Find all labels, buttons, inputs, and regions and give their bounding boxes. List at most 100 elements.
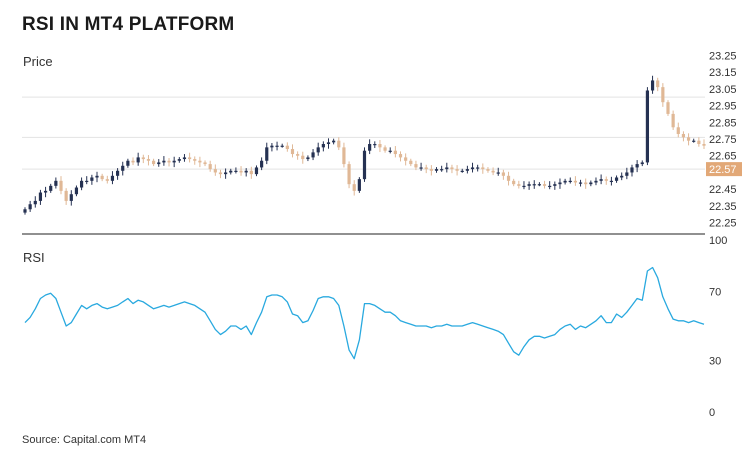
candle — [157, 159, 161, 167]
candle — [64, 188, 68, 205]
candle — [676, 122, 680, 138]
candle — [440, 165, 444, 172]
candle-body — [702, 144, 706, 146]
candle — [152, 158, 156, 167]
candle — [558, 178, 562, 189]
candle-body — [440, 169, 444, 171]
candle — [481, 163, 485, 174]
candle — [697, 137, 701, 147]
candle-body — [172, 160, 176, 163]
price-y-axis: 23.25 23.15 23.05 22.95 22.85 22.75 22.65 22.45… — [709, 50, 737, 229]
candle-body — [157, 162, 161, 165]
candle-body — [285, 145, 289, 150]
candle — [54, 177, 58, 189]
candle — [146, 155, 151, 166]
candle — [188, 152, 192, 163]
candle — [460, 168, 464, 173]
candle-body — [326, 142, 331, 145]
candle — [532, 180, 536, 189]
candle-body — [95, 175, 99, 178]
candle-body — [342, 147, 346, 165]
candle-body — [681, 133, 686, 138]
rsi-tick-label: 0 — [709, 407, 715, 419]
candle-body — [388, 150, 392, 152]
candle-body — [640, 162, 644, 165]
candle-body — [74, 187, 79, 195]
current-price-tag-box — [706, 162, 742, 177]
candle — [131, 157, 135, 166]
candle-body — [465, 169, 469, 171]
rsi-panel-label: RSI — [23, 250, 45, 265]
candle-body — [321, 144, 325, 148]
candle-body — [692, 140, 696, 142]
candle — [342, 142, 346, 168]
price-candles — [23, 75, 706, 215]
candle-body — [224, 172, 228, 175]
candle — [95, 171, 99, 183]
candle-body — [79, 180, 84, 188]
candle-body — [213, 169, 217, 173]
price-tick-label: 22.35 — [709, 201, 737, 213]
candle-body — [404, 157, 408, 161]
candle-body — [290, 149, 295, 155]
candle — [501, 169, 505, 180]
rsi-panel: RSI 100 70 30 0 — [23, 235, 727, 419]
candle — [260, 157, 264, 171]
candle — [563, 178, 567, 185]
source-note: Source: Capital.com MT4 — [22, 434, 147, 446]
candle — [368, 139, 372, 155]
candle — [450, 164, 454, 174]
candle-body — [501, 172, 505, 176]
candle — [578, 179, 583, 187]
candle-body — [676, 127, 680, 134]
candle-body — [188, 157, 192, 160]
candle-body — [337, 140, 341, 148]
candle-body — [455, 169, 459, 171]
candle — [398, 151, 403, 162]
candle-body — [563, 180, 567, 183]
candle-body — [203, 162, 207, 165]
candle — [553, 181, 557, 190]
candle-body — [316, 147, 320, 153]
candle — [414, 160, 418, 171]
candle — [445, 162, 449, 173]
candle — [522, 181, 526, 190]
candle — [476, 164, 480, 172]
candle — [332, 138, 336, 145]
candle-body — [141, 157, 145, 160]
candle-body — [434, 169, 439, 171]
candle-body — [414, 164, 418, 168]
candle — [388, 147, 392, 154]
candle-body — [476, 167, 480, 169]
candle — [69, 190, 73, 206]
price-tick-label: 22.65 — [709, 151, 737, 163]
candle — [280, 143, 284, 148]
candle — [537, 182, 541, 187]
candle-body — [378, 144, 382, 148]
candle-body — [182, 157, 187, 160]
candle — [162, 156, 166, 166]
candle — [239, 166, 243, 176]
candle — [136, 152, 140, 166]
price-tick-label: 23.05 — [709, 84, 737, 96]
candle-body — [666, 102, 670, 114]
candle — [234, 167, 238, 174]
candle-body — [254, 167, 259, 175]
price-panel-label: Price — [23, 54, 53, 69]
candle — [584, 178, 588, 189]
candle — [404, 153, 408, 166]
candle — [357, 177, 361, 193]
candle-body — [491, 170, 495, 173]
candle — [568, 177, 572, 184]
candle — [517, 180, 521, 189]
candle — [383, 145, 387, 153]
candle — [28, 200, 32, 212]
candle-body — [296, 154, 300, 156]
candle — [90, 174, 94, 185]
candle — [609, 176, 614, 186]
candle-body — [260, 160, 264, 168]
candle — [38, 189, 43, 205]
candle — [59, 176, 63, 195]
candle-body — [270, 145, 274, 148]
